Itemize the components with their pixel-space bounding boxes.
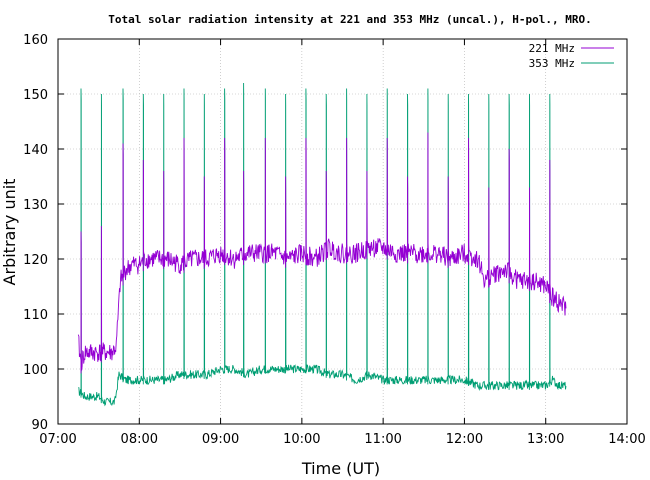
y-tick-label: 130 xyxy=(23,198,48,213)
x-tick-label: 10:00 xyxy=(283,432,320,447)
grid xyxy=(58,39,627,424)
y-tick-label: 150 xyxy=(23,88,48,103)
y-tick-label: 120 xyxy=(23,253,48,268)
x-tick-label: 11:00 xyxy=(364,432,401,447)
x-tick-label: 08:00 xyxy=(121,432,158,447)
x-ticks: 07:00 08:00 09:00 10:00 11:00 12:00 13:00 14:00 xyxy=(39,39,646,447)
y-axis-label: Arbitrary unit xyxy=(0,179,19,286)
y-ticks: 90 100 110 120 130 140 150 160 xyxy=(23,33,627,433)
y-tick-label: 100 xyxy=(23,363,48,378)
x-tick-label: 12:00 xyxy=(446,432,483,447)
series-line-221-mhz xyxy=(77,132,567,374)
x-tick-label: 13:00 xyxy=(527,432,564,447)
y-tick-label: 90 xyxy=(31,418,48,433)
series-line-353-mhz xyxy=(78,82,567,407)
x-axis-label: Time (UT) xyxy=(301,459,380,478)
traces xyxy=(77,82,567,407)
y-tick-label: 140 xyxy=(23,143,48,158)
legend: 221 MHz 353 MHz xyxy=(529,42,614,70)
plot-frame xyxy=(57,38,628,425)
y-tick-label: 160 xyxy=(23,33,48,48)
x-tick-label: 07:00 xyxy=(39,432,76,447)
legend-label-221: 221 MHz xyxy=(529,42,575,55)
x-tick-label: 14:00 xyxy=(608,432,645,447)
legend-label-353: 353 MHz xyxy=(529,57,575,70)
y-tick-label: 110 xyxy=(23,308,48,323)
chart-title: Total solar radiation intensity at 221 a… xyxy=(108,13,591,26)
x-tick-label: 09:00 xyxy=(202,432,239,447)
